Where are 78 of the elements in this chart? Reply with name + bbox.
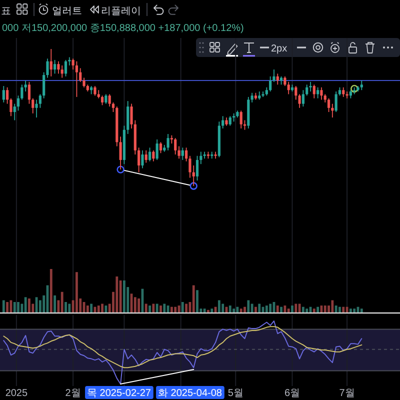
bar xyxy=(258,304,261,313)
bar xyxy=(134,297,136,313)
x-tick-label: 5월 xyxy=(228,388,244,399)
bar xyxy=(50,269,52,313)
bar xyxy=(144,304,148,313)
bar xyxy=(218,300,220,313)
text: 목 2025-02-27 xyxy=(87,388,152,399)
bar xyxy=(228,306,232,313)
bar xyxy=(324,306,326,313)
bar xyxy=(244,306,246,313)
bar xyxy=(116,276,118,313)
bar xyxy=(254,306,257,313)
bar xyxy=(86,306,89,313)
text: 표 xyxy=(1,6,11,17)
bar xyxy=(291,306,294,313)
bar xyxy=(6,302,9,313)
bar xyxy=(222,304,224,313)
bar xyxy=(312,308,316,313)
bar xyxy=(17,302,20,313)
bar xyxy=(148,306,151,313)
bar xyxy=(156,304,158,313)
bar xyxy=(174,306,177,313)
bar xyxy=(250,304,254,313)
bar xyxy=(2,300,5,313)
bar xyxy=(170,306,173,313)
bar xyxy=(349,308,352,313)
bar xyxy=(152,304,155,313)
bar xyxy=(163,304,166,313)
bar xyxy=(232,308,235,313)
bar xyxy=(185,304,188,313)
bar xyxy=(181,302,184,313)
bar xyxy=(97,306,100,313)
bar xyxy=(338,306,341,313)
bar xyxy=(306,308,308,313)
bar xyxy=(160,306,162,313)
bar xyxy=(192,285,195,313)
annotation: 2px xyxy=(271,44,288,54)
x-tick-label: 7월 xyxy=(339,388,355,399)
bar xyxy=(294,304,298,313)
bar xyxy=(68,304,71,313)
bar xyxy=(360,308,363,313)
bar xyxy=(76,272,78,313)
bar xyxy=(203,308,206,313)
bar xyxy=(123,280,126,313)
x-tick-label: 2025 xyxy=(5,388,28,399)
bar xyxy=(331,300,334,313)
bar xyxy=(54,295,56,313)
bar xyxy=(240,308,242,313)
bar xyxy=(287,308,290,313)
bar xyxy=(138,298,140,313)
text: 리플레이 xyxy=(101,6,141,17)
bar xyxy=(90,304,93,313)
bar xyxy=(342,306,345,313)
bar xyxy=(24,297,27,313)
bar xyxy=(13,302,16,313)
bar xyxy=(316,306,320,313)
bar xyxy=(64,302,67,313)
bar xyxy=(276,306,279,313)
x-tick-label: 2월 xyxy=(65,388,81,399)
bar xyxy=(353,308,356,313)
x-tick-label: 6월 xyxy=(284,388,300,399)
bar xyxy=(236,306,239,313)
bar xyxy=(302,306,304,313)
text: 화 2025-04-08 xyxy=(158,388,222,399)
bar xyxy=(196,290,198,313)
bar xyxy=(210,308,214,313)
bar xyxy=(334,306,338,313)
bar xyxy=(284,306,286,313)
bar xyxy=(280,306,282,313)
bar xyxy=(28,298,30,313)
bar xyxy=(247,300,250,313)
text: 얼러트 xyxy=(52,6,82,17)
bar xyxy=(60,292,64,313)
bar xyxy=(265,306,268,313)
bar xyxy=(269,304,272,313)
bar xyxy=(101,304,104,313)
bar xyxy=(104,306,108,313)
chart-title: 000 저150,200,000 종150,888,000 +187,000 (+0.12%) xyxy=(2,23,244,34)
